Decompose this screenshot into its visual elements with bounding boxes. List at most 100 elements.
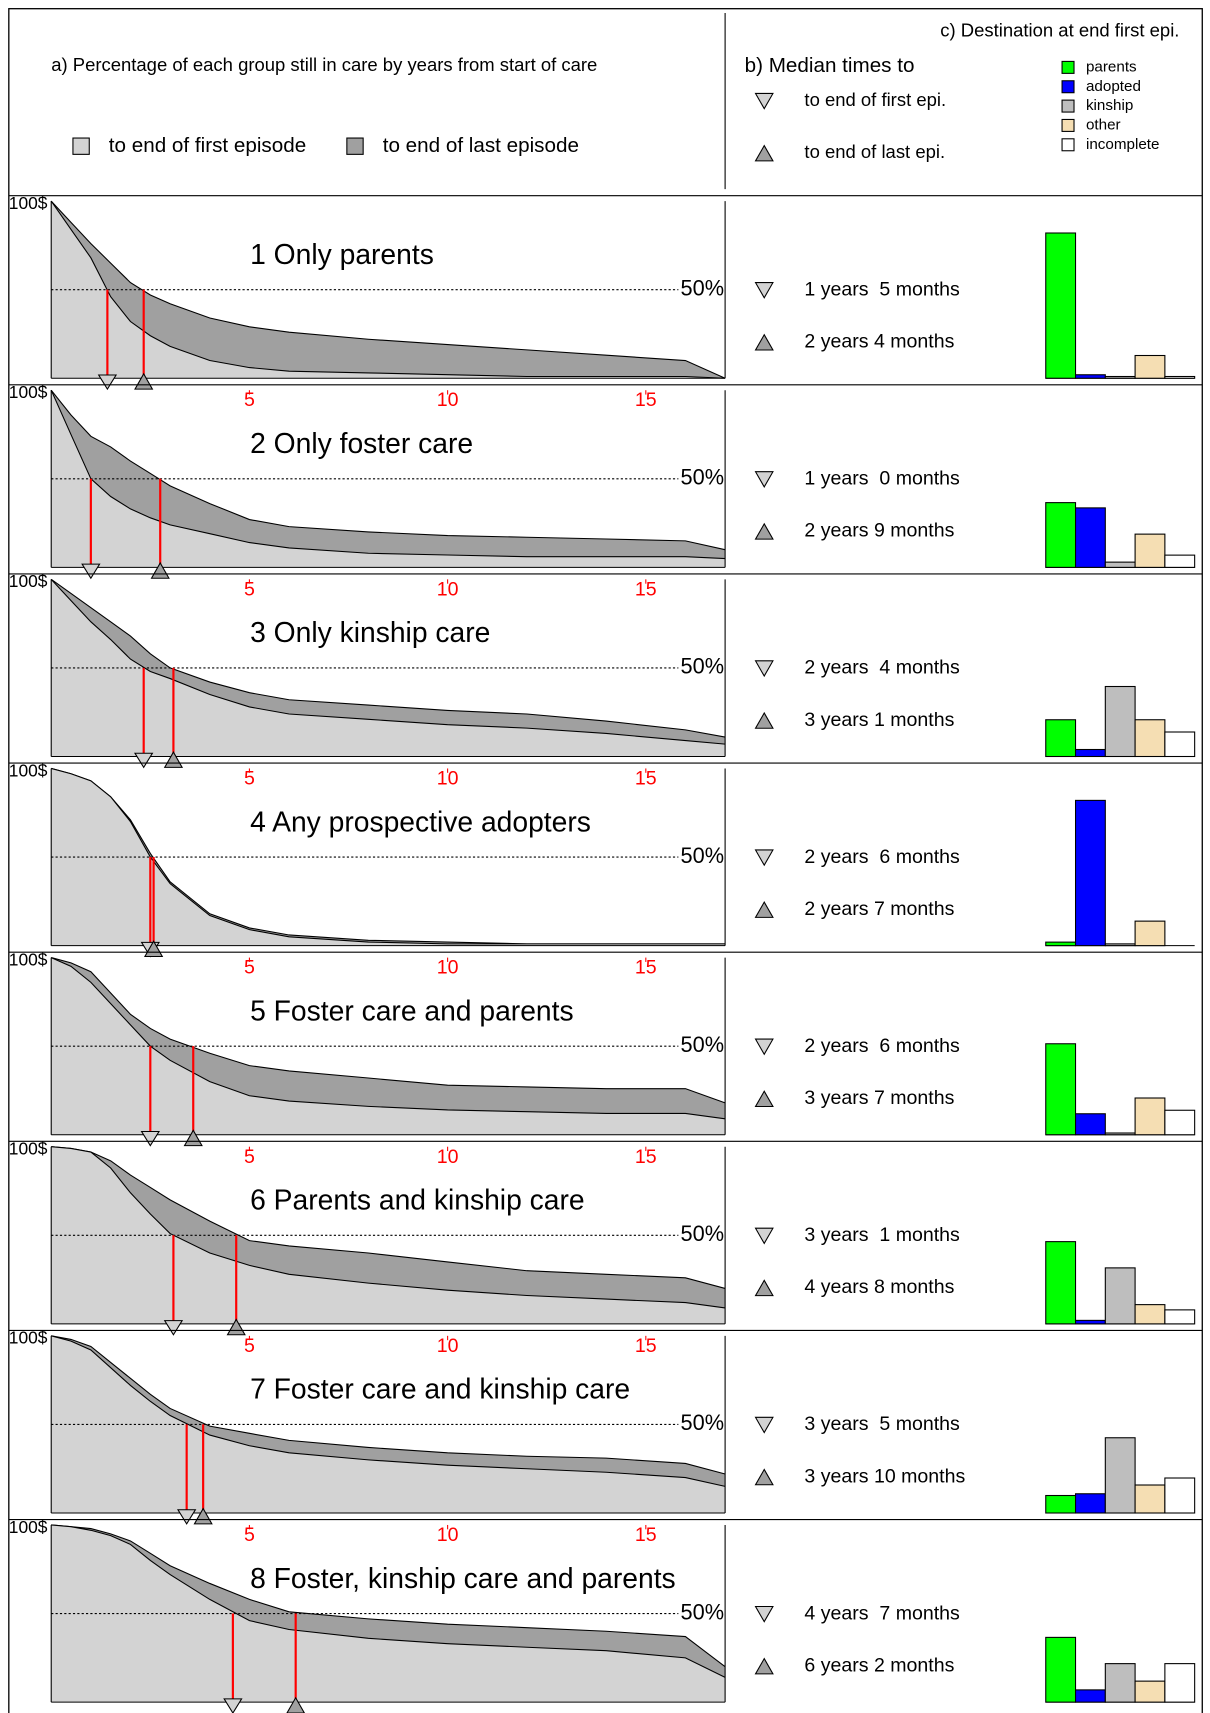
destination-bar xyxy=(1045,1494,1077,1514)
destination-bar xyxy=(1104,943,1136,947)
y-tick-label: 50% xyxy=(681,843,724,868)
destination-bar xyxy=(1104,685,1136,758)
destination-bar xyxy=(1045,232,1077,379)
destination-bar xyxy=(1045,1241,1077,1325)
destination-bar xyxy=(1074,799,1106,947)
y-tick-label: 100$ xyxy=(9,1328,48,1348)
survival-line xyxy=(50,578,726,745)
median-label: 6 years 2 months xyxy=(804,1654,954,1676)
destination-bar xyxy=(1074,1113,1106,1136)
x-tick-label: 10 xyxy=(437,578,459,600)
destination-bar xyxy=(1074,1493,1106,1514)
area-fill xyxy=(51,957,726,1135)
median-legend-marker xyxy=(754,333,774,351)
destination-bar xyxy=(1074,1689,1106,1703)
destination-bar xyxy=(1074,748,1106,758)
x-tick-label: 15 xyxy=(635,389,657,411)
area-fill xyxy=(51,390,726,568)
median-marker xyxy=(81,563,101,580)
x-tick-label: 10 xyxy=(437,1146,459,1168)
destination-bar xyxy=(1134,354,1166,379)
y-tick-label: 100$ xyxy=(9,949,48,969)
destination-bar xyxy=(1164,375,1196,379)
survival-line xyxy=(51,1335,726,1487)
median-legend-marker xyxy=(754,282,774,299)
y-tick-label: 50% xyxy=(681,1410,724,1435)
area-fill xyxy=(51,201,726,379)
survival-line xyxy=(51,1146,726,1289)
survival-line xyxy=(51,957,726,1104)
median-legend-marker xyxy=(754,1227,774,1245)
median-label: 3 years 5 months xyxy=(804,1413,960,1435)
legend-swatch xyxy=(1061,99,1075,113)
legend-label: to end of first episode xyxy=(109,134,306,157)
legend-label: kinship xyxy=(1086,97,1133,114)
median-legend-marker xyxy=(754,1468,774,1486)
legend-swatch xyxy=(1061,60,1075,74)
median-label: 1 years 5 months xyxy=(804,278,960,300)
median-label: 2 years 6 months xyxy=(804,1035,960,1057)
x-tick-label: 15 xyxy=(635,957,657,979)
y-tick-label: 100$ xyxy=(9,1139,48,1159)
median-marker xyxy=(163,1320,184,1336)
median-label: 3 years 10 months xyxy=(804,1465,965,1487)
destination-bar xyxy=(1134,1304,1166,1325)
median-label: 4 years 8 months xyxy=(804,1276,954,1298)
legend-label: to end of last episode xyxy=(383,134,579,157)
median-label: 2 years 6 months xyxy=(804,846,960,868)
area-fill xyxy=(51,1335,726,1514)
survival-line xyxy=(51,1146,726,1309)
median-legend-marker xyxy=(754,711,774,729)
median-legend-marker xyxy=(754,1090,774,1108)
panel-title: 2 Only foster care xyxy=(250,427,473,459)
y-tick-label: 50% xyxy=(681,465,724,490)
survival-line xyxy=(51,1524,726,1678)
survival-line xyxy=(50,957,726,1120)
y-tick-label: 100$ xyxy=(9,1517,48,1537)
destination-bar xyxy=(1104,1132,1136,1136)
destination-bar xyxy=(1134,1680,1166,1703)
area-fill xyxy=(51,390,726,568)
y-tick-label: 50% xyxy=(681,1221,724,1246)
legend-marker xyxy=(754,144,774,162)
destination-bar xyxy=(1074,507,1106,568)
x-tick-label: 15 xyxy=(635,1146,657,1168)
survival-line xyxy=(50,200,726,379)
panel-title: 1 Only parents xyxy=(250,238,434,270)
median-label: 3 years 1 months xyxy=(804,1224,960,1246)
legend-swatch xyxy=(1061,138,1075,152)
survival-line xyxy=(50,389,726,560)
destination-bar xyxy=(1134,1097,1166,1136)
survival-line xyxy=(51,1524,726,1668)
destination-bar xyxy=(1045,502,1077,568)
legend-swatch xyxy=(346,137,364,155)
y-tick-label: 50% xyxy=(681,275,724,300)
area-fill xyxy=(51,201,726,379)
destination-bar xyxy=(1134,533,1166,568)
median-marker xyxy=(134,752,154,769)
median-legend-marker xyxy=(754,1657,774,1675)
y-tick-label: 100$ xyxy=(9,760,48,780)
median-marker xyxy=(97,374,118,391)
y-tick-label: 50% xyxy=(681,1599,724,1624)
median-legend-marker xyxy=(754,901,774,918)
x-tick-label: 10 xyxy=(437,957,459,979)
x-tick-label: 15 xyxy=(635,767,657,789)
median-legend-marker xyxy=(754,849,774,867)
x-tick-label: 5 xyxy=(244,578,255,600)
destination-bar xyxy=(1164,1477,1196,1514)
survival-line xyxy=(50,389,726,551)
x-tick-label: 10 xyxy=(437,389,459,411)
panel-title: 5 Foster care and parents xyxy=(250,994,573,1026)
median-label: 2 years 9 months xyxy=(804,520,954,542)
destination-bar xyxy=(1134,920,1166,947)
median-legend-marker xyxy=(754,471,774,489)
x-tick-label: 15 xyxy=(635,1335,657,1357)
x-tick-label: 15 xyxy=(635,578,657,600)
title-c: c) Destination at end first epi. xyxy=(940,19,1179,40)
legend-marker xyxy=(754,92,774,110)
median-label: 1 years 0 months xyxy=(804,468,960,490)
x-tick-label: 10 xyxy=(437,1524,459,1546)
legend-label: parents xyxy=(1086,58,1137,75)
